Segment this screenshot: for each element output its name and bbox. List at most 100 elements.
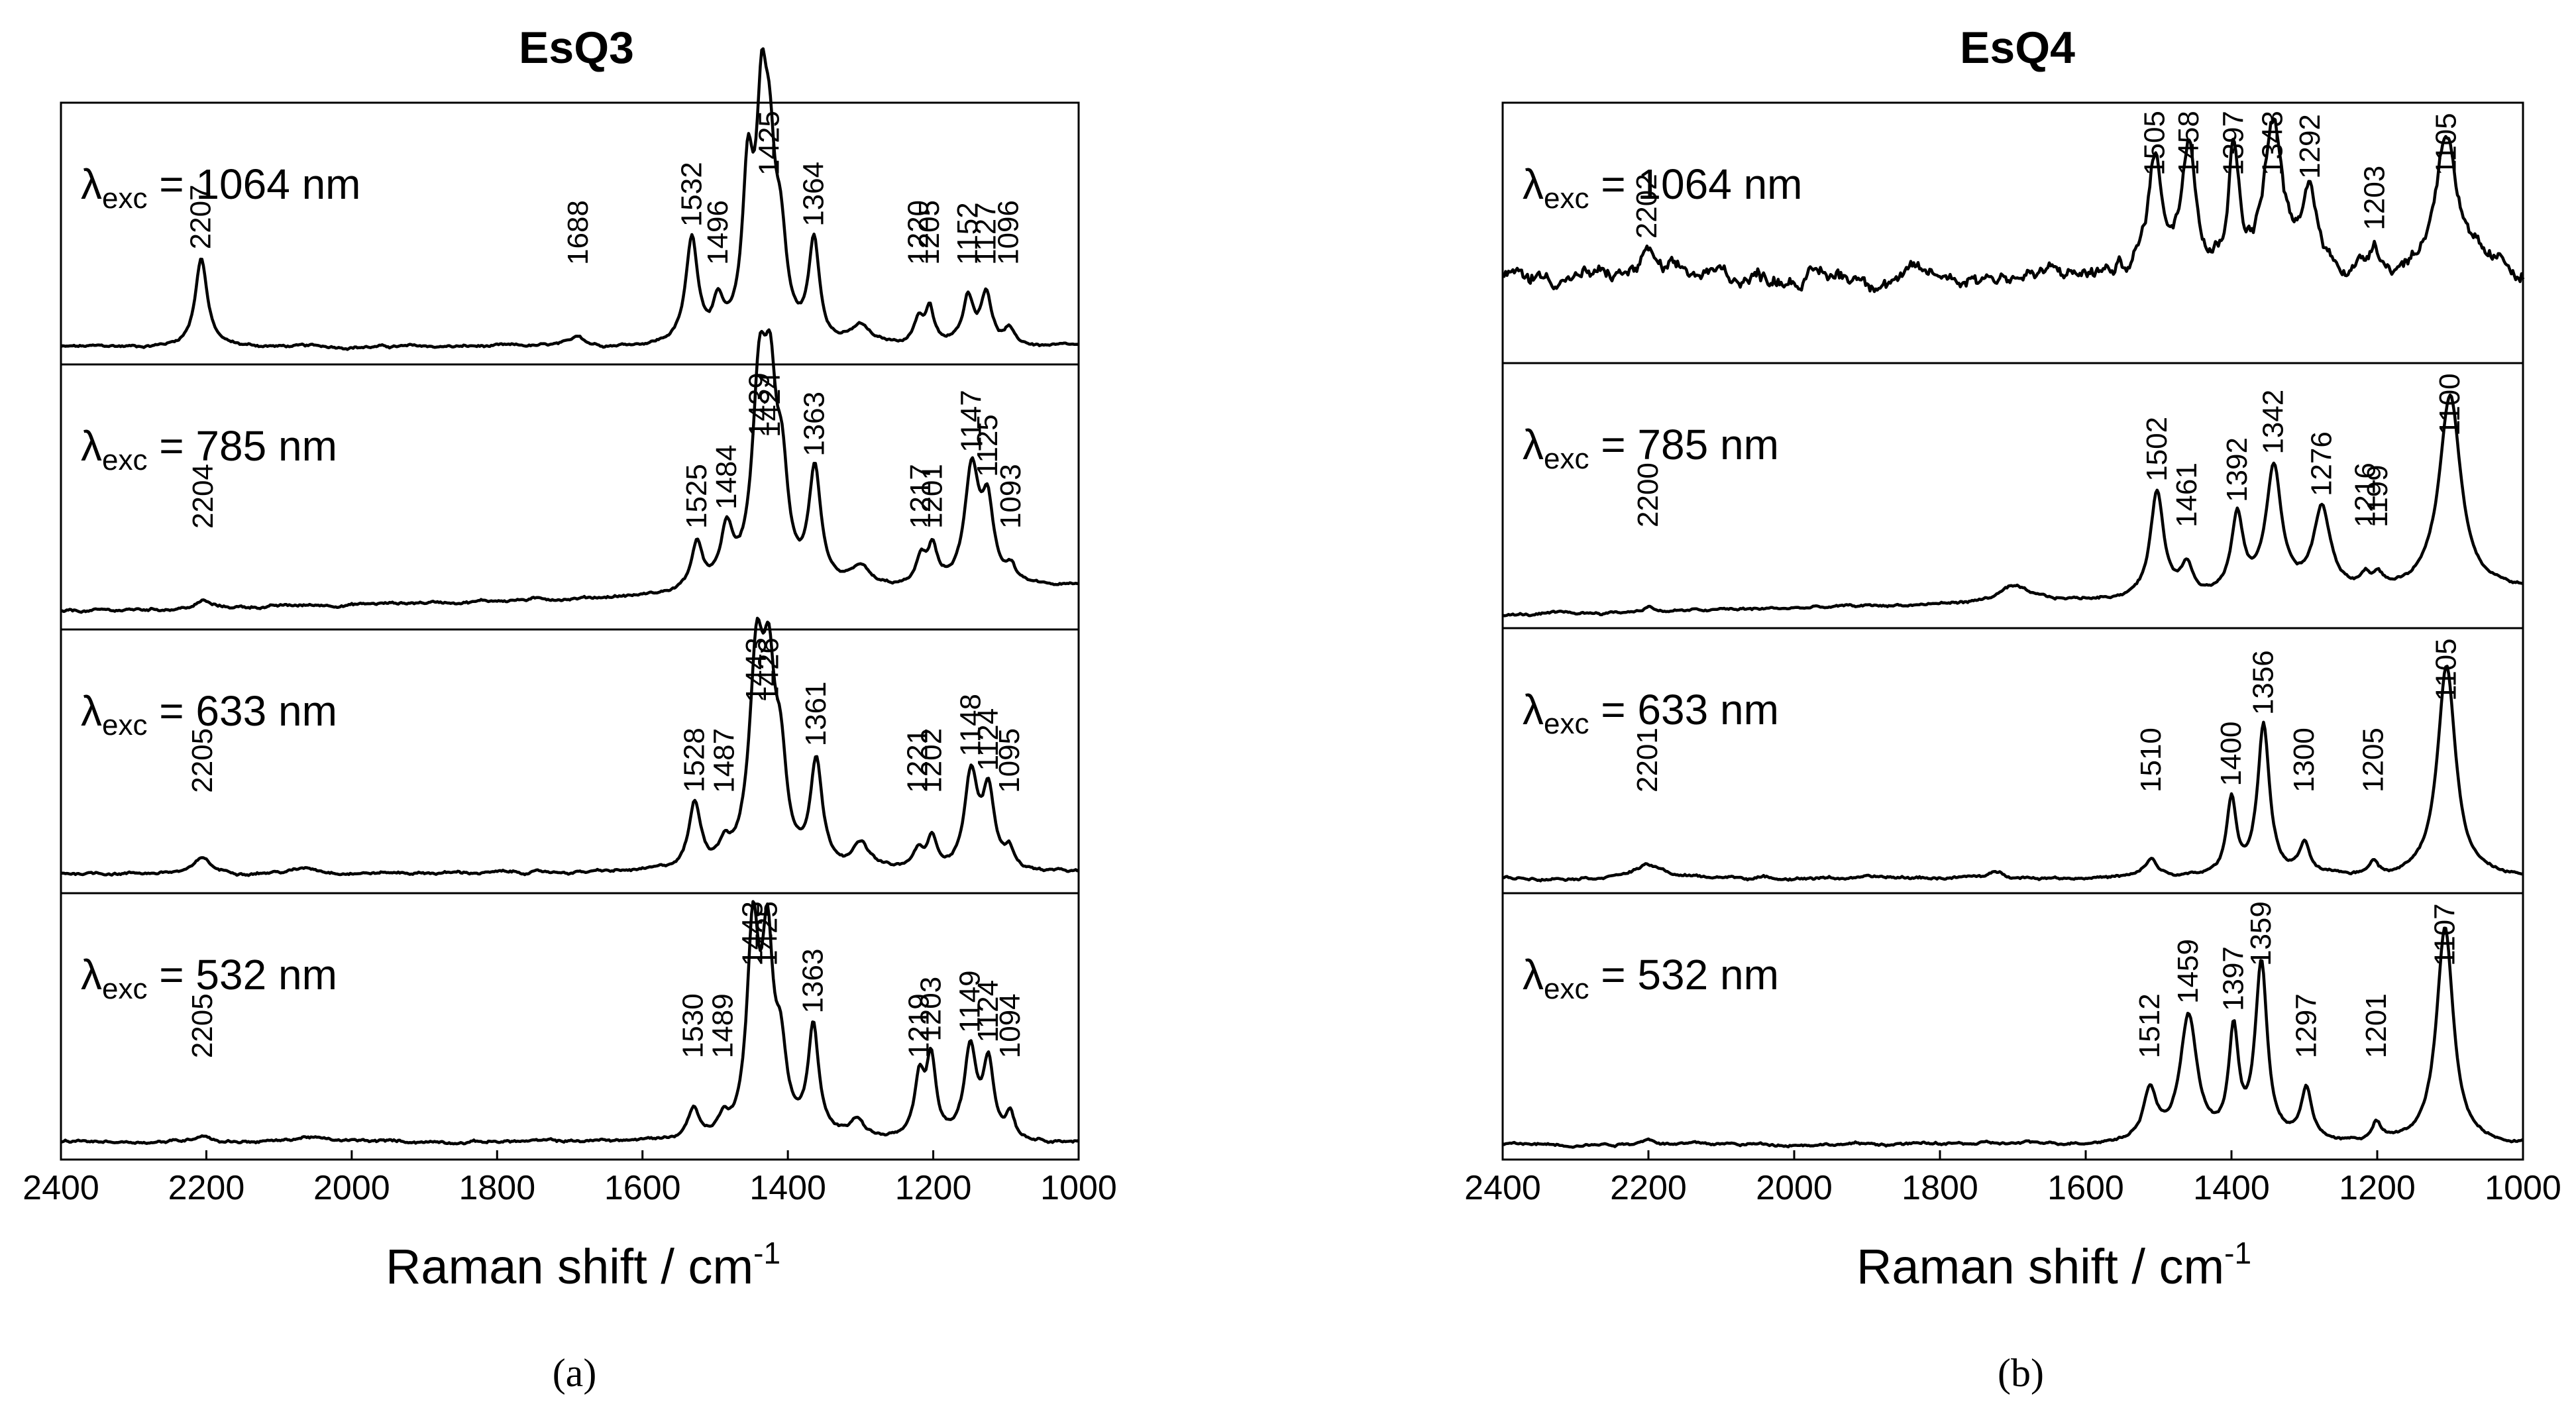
x-tick-label: 1600 <box>604 1169 681 1207</box>
peak-label: 1125 <box>971 414 1004 477</box>
peak-label: 2200 <box>1632 462 1664 527</box>
peak-label: 1443 <box>740 637 773 702</box>
peak-label: 1510 <box>2135 728 2167 792</box>
x-tick-label: 1800 <box>458 1169 535 1207</box>
peak-label: 1400 <box>2215 722 2247 787</box>
x-tick-label: 2000 <box>1756 1169 1833 1207</box>
peak-label: 1205 <box>2357 728 2390 792</box>
peak-label: 1205 <box>913 200 945 265</box>
x-tick-label: 1200 <box>2339 1169 2416 1207</box>
peak-label: 1297 <box>2290 993 2322 1058</box>
peak-label: 1276 <box>2305 431 2337 496</box>
peak-label: 1392 <box>2221 437 2253 502</box>
peak-label: 1124 <box>972 980 1004 1043</box>
panel-title: EsQ3 <box>519 23 634 73</box>
peak-label: 1093 <box>994 464 1027 529</box>
peak-label: 1484 <box>710 445 743 510</box>
peak-label: 1425 <box>753 111 786 176</box>
peak-label: 1359 <box>2245 901 2277 966</box>
excitation-label: λexc = 633 nm <box>81 687 337 741</box>
peak-label: 2202 <box>1631 174 1663 239</box>
peak-label: 1100 <box>2434 373 2466 436</box>
peak-label: 1105 <box>2430 638 2463 701</box>
peak-label: 1397 <box>2217 111 2249 176</box>
peak-label: 1203 <box>914 977 947 1042</box>
peak-label: 1364 <box>798 162 830 227</box>
peak-label: 2204 <box>187 464 219 529</box>
peak-label: 1496 <box>702 200 734 265</box>
peak-label: 1505 <box>2139 111 2171 176</box>
excitation-label: λexc = 785 nm <box>81 422 337 476</box>
excitation-label: λexc = 785 nm <box>1523 421 1779 475</box>
peak-label: 1425 <box>751 901 783 966</box>
peak-label: 1201 <box>916 464 949 529</box>
excitation-label: λexc = 633 nm <box>1523 686 1779 740</box>
peak-label: 1443 <box>737 901 769 966</box>
peak-label: 1343 <box>2257 111 2289 176</box>
peak-label: 1124 <box>972 708 1004 771</box>
x-tick-label: 2000 <box>313 1169 390 1207</box>
spectrum-line <box>1501 926 2524 1149</box>
x-tick-label: 1400 <box>749 1169 826 1207</box>
peak-label: 1487 <box>708 728 741 793</box>
excitation-label: λexc = 532 nm <box>1523 951 1779 1005</box>
peak-label: 1356 <box>2247 650 2279 715</box>
peak-label: 1461 <box>2171 462 2203 527</box>
peak-label: 1292 <box>2294 114 2326 179</box>
peak-label: 1219 <box>903 993 936 1058</box>
x-tick-label: 2400 <box>1464 1169 1541 1207</box>
peak-label: 1397 <box>2217 946 2249 1011</box>
peak-label: 1528 <box>678 728 711 792</box>
peak-label: 1424 <box>754 372 786 437</box>
peak-label: 1127 <box>970 202 1002 265</box>
peak-label: 1199 <box>2361 464 2394 527</box>
spectrum-line <box>1501 117 2525 294</box>
peak-label: 1525 <box>680 464 713 529</box>
peak-label: 1147 <box>955 390 988 453</box>
peak-label: 1363 <box>796 949 829 1014</box>
x-tick-label: 1400 <box>2193 1169 2270 1207</box>
peak-label: 1530 <box>677 993 710 1058</box>
peak-label: 1152 <box>951 202 984 265</box>
peak-label: 1095 <box>993 728 1026 793</box>
excitation-label: λexc = 1064 nm <box>1523 160 1802 215</box>
spectrum-line <box>60 616 1080 877</box>
x-tick-label: 2200 <box>1610 1169 1687 1207</box>
excitation-label: λexc = 532 nm <box>81 951 337 1005</box>
excitation-label: λexc = 1064 nm <box>81 160 360 215</box>
spectrum-line <box>60 328 1079 614</box>
peak-label: 1216 <box>2349 462 2381 527</box>
peak-label: 1105 <box>2430 113 2463 176</box>
peak-label: 1363 <box>798 392 831 457</box>
peak-label: 2207 <box>185 184 217 249</box>
x-tick-label: 1000 <box>2485 1169 2561 1207</box>
peak-label: 1361 <box>800 681 832 746</box>
x-tick-label: 2400 <box>23 1169 99 1207</box>
peak-label: 1203 <box>2359 166 2391 231</box>
peak-label: 1220 <box>902 200 935 265</box>
spectrum-line <box>1502 665 2524 883</box>
peak-label: 1532 <box>675 162 708 227</box>
spectrum-line <box>1502 393 2524 618</box>
subpanel-frame <box>1501 892 2524 1161</box>
peak-label: 1489 <box>707 993 739 1058</box>
subpanel-frame <box>60 892 1080 1161</box>
x-axis-label: Raman shift / cm-1 <box>386 1236 780 1294</box>
peak-label: 1300 <box>2288 728 2320 792</box>
peak-label: 1426 <box>753 637 785 702</box>
peak-label: 1459 <box>2172 939 2204 1004</box>
spectrum-line <box>60 47 1079 351</box>
peak-label: 1512 <box>2133 993 2166 1058</box>
peak-label: 1439 <box>743 372 775 437</box>
peak-label: 1202 <box>915 728 947 793</box>
x-axis-label: Raman shift / cm-1 <box>1856 1236 2251 1294</box>
spectrum-line <box>60 900 1080 1146</box>
peak-label: 1149 <box>954 970 987 1033</box>
